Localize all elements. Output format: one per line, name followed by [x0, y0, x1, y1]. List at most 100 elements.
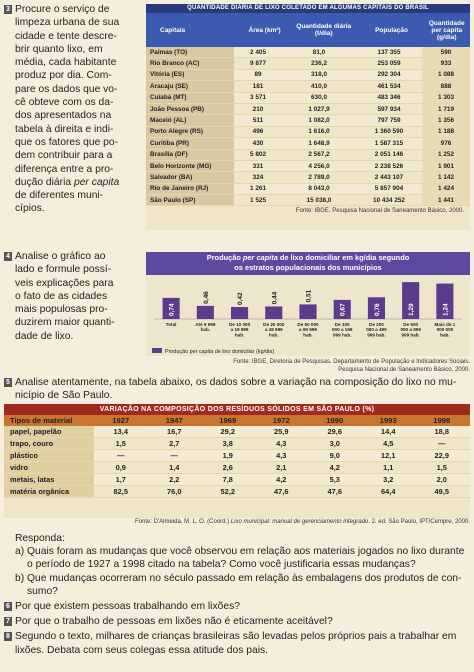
chart-value-label: 1,24 [442, 303, 449, 316]
cell-per-capita: 1 441 [422, 195, 470, 206]
table-body: papel, papelão 13,4 16,7 29,2 25,9 29,6 14,4 18… [4, 426, 470, 498]
cell-percent: 4,2 [329, 463, 340, 472]
cell-quantidade: 630,0 [311, 94, 327, 102]
question-3-line: tabela à direita e indi- [15, 123, 114, 135]
cell-percent: 3,2 [383, 475, 394, 484]
cell-capital: Maceió (AL) [146, 115, 234, 126]
cell-percent: 7,8 [222, 475, 233, 484]
question-4-line: lado e formule possí- [15, 264, 112, 276]
table-row: Curitiba (PR) 430 1 648,9 1 587 315 976 [146, 138, 470, 150]
chart-bar [265, 306, 283, 319]
chart-category-label: De 200 000 a 499 999 hab. [366, 322, 387, 337]
question-number-badge: 6 [4, 602, 12, 612]
cell-populacao: 2 443 107 [374, 173, 404, 181]
cell-percent: 14,4 [381, 427, 396, 436]
cell-per-capita: 1 088 [422, 69, 470, 81]
header-year: 1990 [326, 416, 344, 425]
chart-category-label: De 20 000 a 49 999 hab. [263, 322, 285, 337]
question-5-line: Analise atentamente, na tabela abaixo, o… [15, 377, 457, 388]
table-row: São Paulo (SP) 1 525 15 038,0 10 434 252 1 4… [146, 195, 470, 207]
question-4-line: o fato de as cidades [15, 290, 108, 302]
cell-percent: 4,3 [276, 439, 287, 448]
chart-category-label: De 500 000 a 999 999 hab. [400, 322, 421, 337]
cell-percent: 4,3 [276, 451, 287, 460]
chart-title: Produção per capita de lixo domiciliar e… [146, 252, 470, 275]
chart-value-label: 0,67 [340, 303, 347, 316]
chart-title-text: de lixo domiciliar em kg/dia segundo [277, 253, 410, 262]
question-3-line: brir quanto lixo, em [15, 43, 103, 55]
question-3-line: Procure o serviço de [15, 4, 110, 15]
table-row: Salvador (BA) 324 2 789,0 2 443 107 1 142 [146, 172, 470, 184]
cell-populacao: 797 759 [377, 117, 401, 125]
answers-section: Responda: a) Quais foram as mudanças que… [4, 532, 472, 657]
cell-material: vidro [4, 462, 94, 473]
cell-per-capita: 590 [422, 47, 470, 58]
cell-quantidade: 410,0 [311, 82, 327, 90]
chart-bar [196, 305, 214, 319]
question-b-line: sumo? [27, 585, 58, 597]
cell-quantidade: 1 082,0 [308, 117, 330, 125]
cell-percent: 1,9 [222, 451, 233, 460]
table-2-source: Fonte: D'Almeida, M. L. O. (Coord.) Lixo… [4, 519, 470, 525]
table-row: Maceió (AL) 511 1 082,0 797 759 1 356 [146, 115, 470, 127]
question-3: 3 Procure o serviço de limpeza urbana de … [4, 3, 144, 216]
cell-per-capita: 1 303 [422, 92, 470, 103]
table-header-row: Tipos de material 1927 1947 1969 1972 1990 199… [4, 415, 470, 426]
question-number-badge: 7 [4, 617, 12, 627]
cell-percent: 29,6 [327, 427, 342, 436]
cell-percent: 1,4 [169, 463, 180, 472]
cell-populacao: 2 051 146 [374, 151, 404, 159]
table-row: papel, papelão 13,4 16,7 29,2 25,9 29,6 14,4 18… [4, 426, 470, 438]
table-row: metais, latas 1,7 2,2 7,8 4,2 5,3 3,2 2,0 [4, 474, 470, 486]
question-5-line: nicípio de São Paulo. [15, 390, 113, 402]
cell-populacao: 1 587 315 [374, 139, 404, 147]
question-number-badge: 3 [4, 5, 12, 14]
question-3-line: cidade e tente descre- [15, 30, 117, 42]
cell-quantidade: 4 256,0 [308, 162, 330, 170]
question-5: 5 Analise atentamente, na tabela abaixo, … [4, 376, 472, 403]
cell-quantidade: 81,0 [312, 48, 326, 56]
question-3-line: dos apresentados na [15, 110, 112, 122]
cell-per-capita: 1 356 [422, 115, 470, 126]
source-text: Fonte: D'Almeida, M. L. O. (Coord.) [135, 519, 231, 525]
cell-capital: Rio Branco (AC) [146, 58, 234, 69]
cell-capital: Palmas (TO) [146, 47, 234, 58]
chart-bar [162, 297, 180, 319]
header-year: 1927 [112, 416, 130, 425]
cell-percent: 52,2 [220, 487, 235, 496]
question-a-line: a) Quais foram as mudanças que você obse… [15, 546, 465, 558]
cell-percent: 13,4 [113, 427, 128, 436]
cell-quantidade: 1 648,9 [308, 139, 330, 147]
table-row: Cuiabá (MT) 3 571 630,0 483 346 1 303 [146, 92, 470, 104]
cell-percent: 49,5 [434, 487, 449, 496]
cell-capital: Belo Horizonte (MG) [146, 160, 234, 172]
chart-legend-swatch [152, 348, 162, 353]
table-row: plástico — — 1,9 4,3 9,0 12,1 22,9 [4, 450, 470, 462]
cell-per-capita: 888 [422, 81, 470, 92]
cell-per-capita: 933 [422, 58, 470, 69]
question-3-line: diferença entre a pro- [15, 163, 114, 175]
producao-per-capita-chart: Produção per capita de lixo domiciliar e… [146, 252, 470, 356]
header-populacao: População [375, 26, 408, 34]
header-year: 1947 [165, 416, 183, 425]
table-row: Belo Horizonte (MG) 331 4 256,0 2 238 526 1 … [146, 160, 470, 173]
chart-category-label: Até 9 999 hab. [195, 322, 216, 332]
cell-percent: 1,7 [115, 475, 126, 484]
cell-percent: 1,5 [436, 463, 447, 472]
cell-percent: 2,7 [169, 439, 180, 448]
table-row: Porto Alegre (RS) 496 1 616,0 1 360 590 1 18… [146, 126, 470, 139]
cell-area: 9 877 [250, 60, 266, 68]
question-3-line: média, cada habitante [15, 57, 117, 69]
cell-percent: 4,2 [276, 475, 287, 484]
question-3-line: dução diária per capita [4, 176, 144, 189]
cell-area: 1 261 [250, 185, 266, 193]
cell-percent: 3,0 [329, 439, 340, 448]
cell-percent: — [117, 451, 125, 460]
header-year: 1969 [219, 416, 237, 425]
cell-populacao: 483 346 [377, 94, 401, 102]
cell-area: 2 405 [250, 48, 266, 56]
cell-percent: 22,9 [434, 451, 449, 460]
question-number-badge: 8 [4, 632, 12, 642]
cell-populacao: 137 355 [377, 48, 401, 56]
cell-quantidade: 8 043,0 [308, 185, 330, 193]
